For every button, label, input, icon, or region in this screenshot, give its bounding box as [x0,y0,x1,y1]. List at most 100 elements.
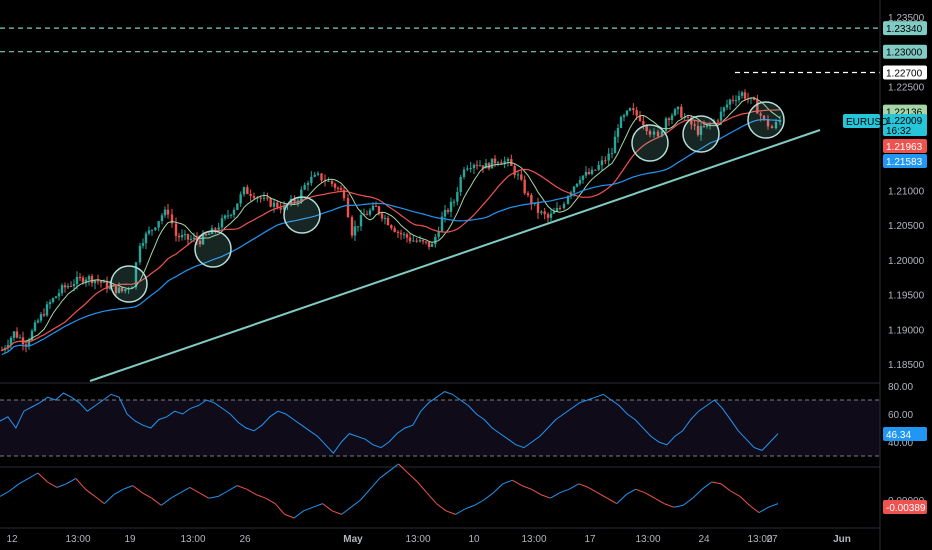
candle-body [0,350,4,352]
candle-body [462,169,466,178]
price-tick-label: 1.19000 [888,325,925,336]
macd-segment [189,486,200,494]
macd-segment [550,492,561,499]
time-tick-label: 12 [6,534,18,545]
candle-body [147,230,151,234]
candle-body [481,165,485,169]
candle-body [459,177,462,193]
price-axis[interactable]: 1.23500 1.22500 1.21000 1.20500 1.20000 1.195… [843,0,927,550]
candle-body [63,285,67,288]
candle-body [141,243,145,246]
macd-segment [635,488,646,494]
candle-body [72,284,76,287]
rsi-pane[interactable] [0,391,880,457]
candle-body [728,99,732,105]
time-tick-label: 13:00 [521,534,546,545]
candle-body [48,302,52,305]
candle-body [327,180,330,182]
macd-pane[interactable] [0,463,779,519]
time-axis[interactable]: 12 13:00 19 13:00 26 May 13:00 10 13:00 17 13:00 24… [6,534,850,545]
candle-body [57,293,61,297]
time-tick-label: Jun [833,534,851,545]
candle-body [731,99,735,101]
candle-body [566,196,570,204]
candle-body [759,113,762,116]
candle-body [69,285,73,287]
ma-slow-line [1,118,781,355]
candle-body [472,164,476,169]
macd-segment [692,488,703,499]
candle-body [469,168,472,170]
candle-body [293,198,296,202]
symbol-label: EURUSD [846,117,888,128]
price-label-box [883,154,927,168]
macd-segment [151,497,162,506]
macd-segment [265,497,276,505]
macd-segment [749,505,760,513]
price-tick-label: 1.22500 [888,82,925,93]
time-tick-label: 19 [124,534,136,545]
candle-body [320,173,323,181]
candle-body [415,240,418,242]
candle-body [390,225,393,229]
last-price-text: 1.22009 [886,116,923,127]
candle-body [9,337,13,345]
candle-body [734,100,738,102]
macd-segment [18,477,29,485]
candle-body [743,92,747,99]
macd-segment [625,488,636,496]
candle-body [740,92,744,96]
macd-segment [47,481,58,488]
time-tick-label: 13:00 [65,534,90,545]
candle-body [530,194,533,205]
macd-value-text: -0.00389 [886,503,926,514]
price-label-text: 1.22136 [886,108,923,119]
time-tick-label: 10 [468,534,480,545]
candle-body [78,276,82,278]
price-tick-label: 1.19500 [888,291,925,302]
macd-segment [113,488,124,496]
candle-body [239,194,242,204]
candle-body [160,215,164,222]
macd-segment [512,479,523,487]
macd-segment [142,492,153,499]
candle-body [90,276,94,284]
candle-body [762,115,766,119]
macd-segment [502,479,513,485]
candle-body [96,280,100,282]
price-label-box [883,139,927,153]
candle-body [478,165,482,167]
macd-segment [293,510,304,519]
macd-segment [768,503,779,508]
candle-body [719,111,723,121]
candle-body [597,165,600,170]
price-label-text: 1.23000 [886,48,923,59]
candle-body [157,221,160,228]
candle-body [610,153,614,155]
candle-body [279,207,282,210]
macd-segment [160,497,172,506]
time-tick-label: 13:00 [747,534,772,545]
candle-body [226,215,230,217]
macd-segment [56,483,67,488]
candle-body [555,208,559,212]
price-pane[interactable] [0,27,880,529]
candle-body [708,123,712,125]
candle-body [18,337,22,339]
macd-segment [303,506,314,512]
candle-body [87,276,91,280]
candle-body [664,118,668,132]
candle-body [313,174,316,177]
candle-body [466,168,469,170]
candle-body [702,126,706,128]
macd-segment [331,510,342,515]
candle-body [380,213,384,219]
candle-body [558,208,562,210]
candle-body [523,179,526,194]
candle-body [198,240,202,245]
candle-body [124,288,127,292]
candle-body [51,298,55,303]
candle-body [396,231,400,233]
candle-body [377,206,381,214]
